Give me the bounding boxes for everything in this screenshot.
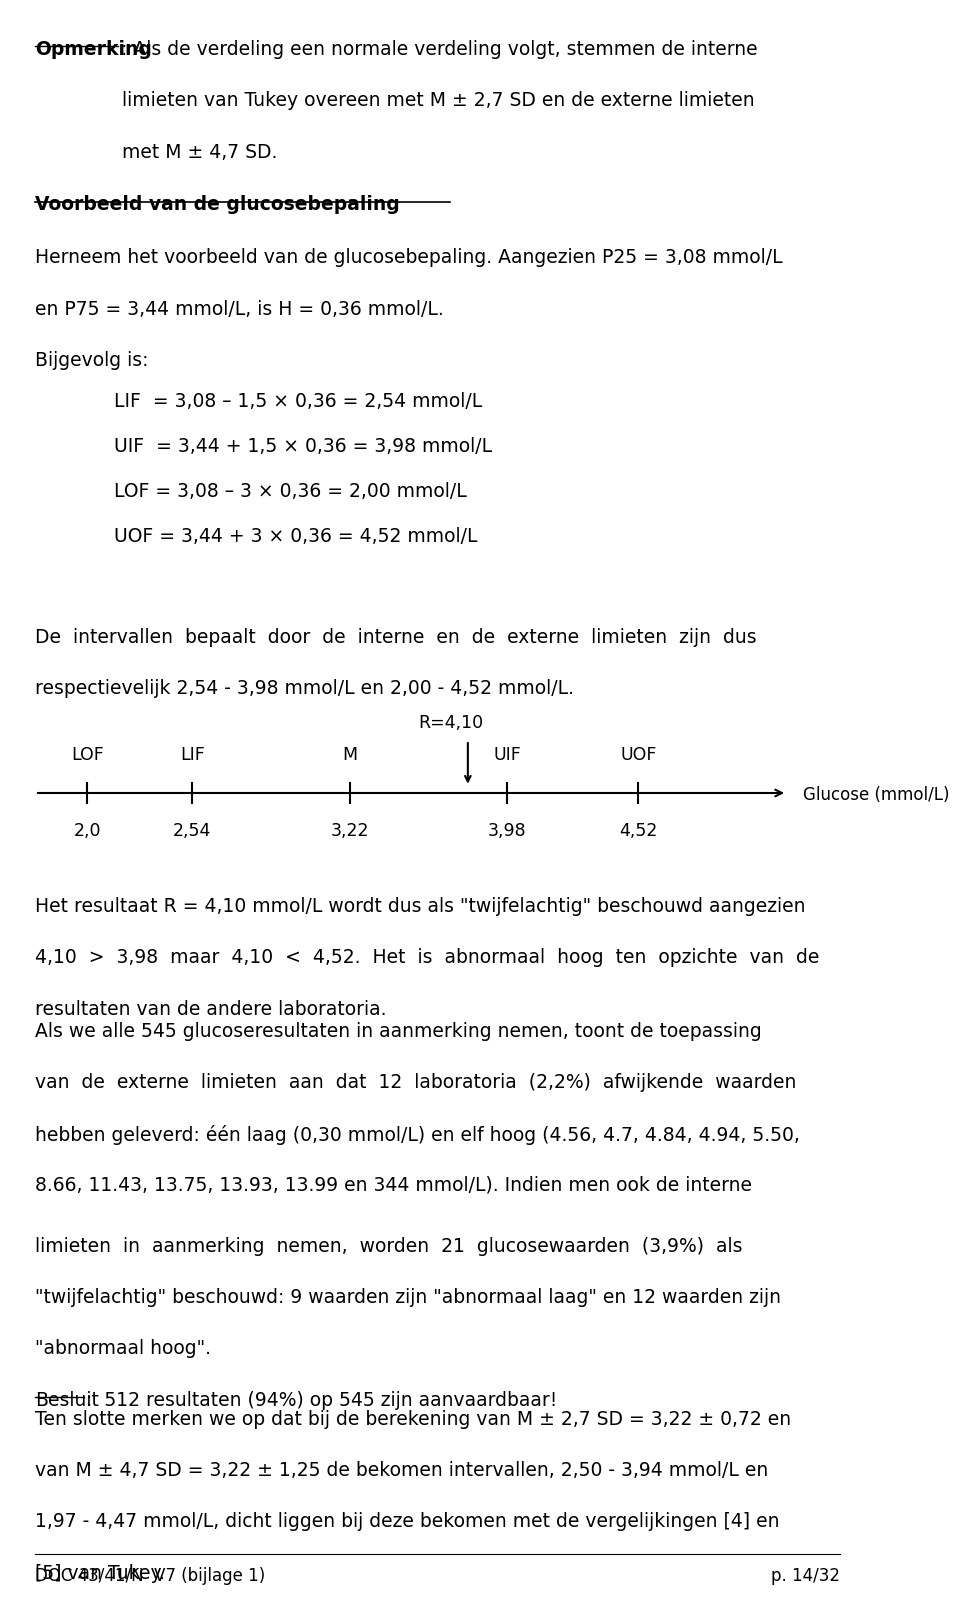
Text: De  intervallen  bepaalt  door  de  interne  en  de  externe  limieten  zijn  du: De intervallen bepaalt door de interne e… (35, 628, 756, 647)
Text: hebben geleverd: één laag (0,30 mmol/L) en elf hoog (4.56, 4.7, 4.84, 4.94, 5.50: hebben geleverd: één laag (0,30 mmol/L) … (35, 1125, 800, 1144)
Text: Bijgevolg is:: Bijgevolg is: (35, 351, 149, 370)
Text: limieten  in  aanmerking  nemen,  worden  21  glucosewaarden  (3,9%)  als: limieten in aanmerking nemen, worden 21 … (35, 1237, 742, 1256)
Text: 2,54: 2,54 (173, 822, 211, 839)
Text: Opmerking: Opmerking (35, 40, 152, 59)
Text: Glucose (mmol/L): Glucose (mmol/L) (803, 785, 949, 804)
Text: UOF: UOF (620, 747, 657, 764)
Text: limieten van Tukey overeen met M ± 2,7 SD en de externe limieten: limieten van Tukey overeen met M ± 2,7 S… (123, 91, 756, 111)
Text: "abnormaal hoog".: "abnormaal hoog". (35, 1339, 211, 1358)
Text: van  de  externe  limieten  aan  dat  12  laboratoria  (2,2%)  afwijkende  waard: van de externe limieten aan dat 12 labor… (35, 1073, 797, 1093)
Text: UIF  = 3,44 + 1,5 × 0,36 = 3,98 mmol/L: UIF = 3,44 + 1,5 × 0,36 = 3,98 mmol/L (113, 437, 492, 457)
Text: met M ± 4,7 SD.: met M ± 4,7 SD. (123, 143, 277, 162)
Text: p. 14/32: p. 14/32 (771, 1567, 840, 1584)
Text: Herneem het voorbeeld van de glucosebepaling. Aangezien P25 = 3,08 mmol/L: Herneem het voorbeeld van de glucosebepa… (35, 248, 782, 268)
Text: LIF  = 3,08 – 1,5 × 0,36 = 2,54 mmol/L: LIF = 3,08 – 1,5 × 0,36 = 2,54 mmol/L (113, 392, 482, 412)
Text: Als we alle 545 glucoseresultaten in aanmerking nemen, toont de toepassing: Als we alle 545 glucoseresultaten in aan… (35, 1022, 761, 1041)
Text: Ten slotte merken we op dat bij de berekening van M ± 2,7 SD = 3,22 ± 0,72 en: Ten slotte merken we op dat bij de berek… (35, 1410, 791, 1429)
Text: LIF: LIF (180, 747, 204, 764)
Text: 4,52: 4,52 (619, 822, 658, 839)
Text: 8.66, 11.43, 13.75, 13.93, 13.99 en 344 mmol/L). Indien men ook de interne: 8.66, 11.43, 13.75, 13.93, 13.99 en 344 … (35, 1176, 752, 1195)
Text: van M ± 4,7 SD = 3,22 ± 1,25 de bekomen intervallen, 2,50 - 3,94 mmol/L en: van M ± 4,7 SD = 3,22 ± 1,25 de bekomen … (35, 1461, 768, 1480)
Text: UIF: UIF (493, 747, 521, 764)
Text: LOF = 3,08 – 3 × 0,36 = 2,00 mmol/L: LOF = 3,08 – 3 × 0,36 = 2,00 mmol/L (113, 482, 467, 501)
Text: 4,10  >  3,98  maar  4,10  <  4,52.  Het  is  abnormaal  hoog  ten  opzichte  va: 4,10 > 3,98 maar 4,10 < 4,52. Het is abn… (35, 948, 819, 968)
Text: UOF = 3,44 + 3 × 0,36 = 4,52 mmol/L: UOF = 3,44 + 3 × 0,36 = 4,52 mmol/L (113, 527, 477, 546)
Text: : Als de verdeling een normale verdeling volgt, stemmen de interne: : Als de verdeling een normale verdeling… (121, 40, 757, 59)
Text: Het resultaat R = 4,10 mmol/L wordt dus als "twijfelachtig" beschouwd aangezien: Het resultaat R = 4,10 mmol/L wordt dus … (35, 897, 805, 916)
Text: "twijfelachtig" beschouwd: 9 waarden zijn "abnormaal laag" en 12 waarden zijn: "twijfelachtig" beschouwd: 9 waarden zij… (35, 1288, 781, 1307)
Text: 3,98: 3,98 (488, 822, 526, 839)
Text: [5] van Tukey.: [5] van Tukey. (35, 1564, 165, 1583)
Text: 3,22: 3,22 (330, 822, 369, 839)
Text: LOF: LOF (71, 747, 104, 764)
Text: M: M (343, 747, 357, 764)
Text: en P75 = 3,44 mmol/L, is H = 0,36 mmol/L.: en P75 = 3,44 mmol/L, is H = 0,36 mmol/L… (35, 300, 444, 319)
Text: Besluit: Besluit (35, 1391, 99, 1410)
Text: R=4,10: R=4,10 (418, 714, 483, 732)
Text: DOC 43/41/N  V7 (bijlage 1): DOC 43/41/N V7 (bijlage 1) (35, 1567, 265, 1584)
Text: resultaten van de andere laboratoria.: resultaten van de andere laboratoria. (35, 1000, 387, 1019)
Text: respectievelijk 2,54 - 3,98 mmol/L en 2,00 - 4,52 mmol/L.: respectievelijk 2,54 - 3,98 mmol/L en 2,… (35, 679, 574, 698)
Text: :  512 resultaten (94%) op 545 zijn aanvaardbaar!: : 512 resultaten (94%) op 545 zijn aanva… (85, 1391, 557, 1410)
Text: 2,0: 2,0 (74, 822, 101, 839)
Text: 1,97 - 4,47 mmol/L, dicht liggen bij deze bekomen met de vergelijkingen [4] en: 1,97 - 4,47 mmol/L, dicht liggen bij dez… (35, 1512, 780, 1532)
Text: Voorbeeld van de glucosebepaling: Voorbeeld van de glucosebepaling (35, 195, 399, 215)
